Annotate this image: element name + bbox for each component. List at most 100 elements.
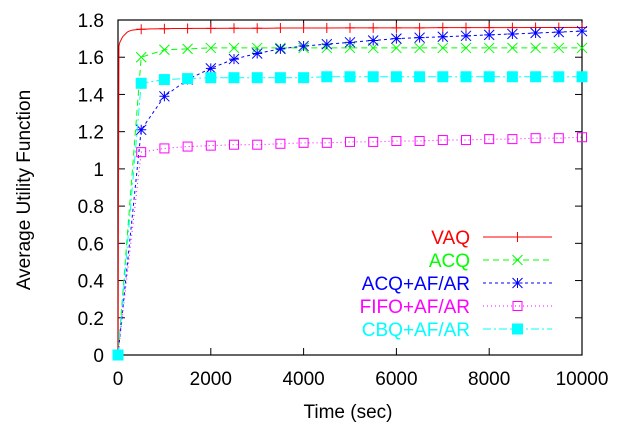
data-point-vaq [252,23,263,34]
data-point-acq-af-ar [507,28,518,40]
legend-marker-acq-af-ar [512,277,523,289]
data-point-vaq [345,22,355,33]
data-point-acq-af-ar [483,29,495,41]
data-point-acq [553,42,565,54]
legend-marker-acq [512,254,523,266]
data-point-cbq-af-ar [274,72,286,84]
data-point-fifo-af-ar [345,136,355,147]
data-point-acq-af-ar [275,43,286,55]
data-point-vaq [298,23,309,34]
data-point-acq-af-ar [321,38,333,50]
legend-label-fifo-af-ar: FIFO+AF/AR [360,297,470,318]
data-point-cbq-af-ar [228,72,240,84]
data-point-acq [159,44,170,56]
legend-marker-fifo-af-ar [512,301,523,311]
data-point-fifo-af-ar [136,147,147,158]
x-tick-label: 10000 [556,369,609,390]
legend-item-fifo-af-ar: FIFO+AF/AR [360,297,552,318]
y-tick-label: 0.6 [78,234,104,255]
plot-border [117,19,583,356]
legend-item-cbq-af-ar: CBQ+AF/AR [362,320,552,341]
data-point-fifo-af-ar [553,133,564,144]
data-point-acq-af-ar [205,63,217,74]
x-tick-label: 2000 [190,369,232,390]
data-point-acq-af-ar [135,124,147,136]
y-axis-ticks: 0 0.2 0.4 0.6 0.8 1 1.2 1.4 1.6 1.8 [78,11,582,367]
y-tick-label: 1.6 [78,48,104,69]
series-line-cbq-af-ar [117,76,582,356]
x-axis-ticks: 0 2000 4000 6000 8000 10000 [113,20,609,390]
data-point-fifo-af-ar [484,134,495,145]
data-point-acq [182,43,193,55]
data-point-acq [460,42,472,54]
data-point-acq-af-ar [159,90,170,102]
data-point-fifo-af-ar [275,138,286,149]
legend-item-acq-af-ar: ACQ+AF/AR [362,274,552,295]
data-point-acq-af-ar [437,31,449,43]
data-point-acq [414,42,425,54]
data-point-fifo-af-ar [159,143,170,154]
data-point-vaq [205,23,216,34]
data-point-cbq-af-ar [182,73,194,85]
data-point-acq-af-ar [553,26,565,38]
data-point-vaq [229,23,239,34]
legend-item-acq: ACQ [429,251,552,272]
data-point-vaq [414,22,425,33]
data-point-acq-af-ar [228,53,240,65]
data-point-cbq-af-ar [483,71,495,83]
data-point-vaq [136,24,147,35]
series-cbq-af-ar [112,71,588,361]
data-point-fifo-af-ar [391,135,402,146]
x-tick-label: 6000 [375,369,417,390]
data-point-cbq-af-ar [321,71,333,83]
series-line-acq [117,47,582,356]
data-point-vaq [321,23,332,34]
data-point-acq-af-ar [530,27,541,39]
y-tick-label: 1 [93,160,104,181]
data-point-cbq-af-ar [251,72,263,84]
data-point-cbq-af-ar [298,72,310,84]
y-tick-label: 1.4 [78,85,105,106]
data-point-fifo-af-ar [437,135,448,146]
legend-item-vaq: VAQ [431,228,552,249]
data-point-fifo-af-ar [368,136,379,147]
data-point-vaq [368,22,379,33]
x-tick-label: 0 [113,369,124,390]
data-point-acq-af-ar [367,35,379,46]
data-point-acq-af-ar [298,40,309,52]
y-tick-label: 1.2 [78,123,104,144]
data-point-fifo-af-ar [182,141,193,152]
data-point-vaq [437,22,448,33]
data-point-acq-af-ar [251,48,263,59]
data-point-fifo-af-ar [205,140,216,151]
data-point-acq-af-ar [414,32,425,44]
data-point-cbq-af-ar [390,71,402,83]
legend-marker-cbq-af-ar [512,323,523,335]
series-layer [112,22,588,361]
data-point-acq [205,42,217,54]
data-point-vaq [391,22,402,33]
data-point-cbq-af-ar [112,349,124,361]
data-point-acq [251,42,263,54]
legend-label-cbq-af-ar: CBQ+AF/AR [362,320,470,341]
data-point-cbq-af-ar [530,71,542,83]
data-point-cbq-af-ar [506,71,518,83]
data-point-cbq-af-ar [414,71,426,83]
data-point-acq [437,42,449,54]
data-point-fifo-af-ar [461,135,471,146]
y-tick-label: 1.8 [78,11,104,32]
data-point-cbq-af-ar [158,74,170,86]
y-axis-label: Average Utility Function [14,90,35,290]
data-point-cbq-af-ar [437,71,449,83]
data-point-fifo-af-ar [414,135,425,146]
legend-label-vaq: VAQ [431,228,470,249]
plot-frame [117,19,583,356]
data-point-acq [344,42,356,54]
series-acq [112,42,588,361]
data-point-cbq-af-ar [344,71,356,83]
data-point-fifo-af-ar [252,139,263,150]
y-tick-label: 0.4 [78,272,105,293]
data-point-fifo-af-ar [298,137,309,148]
data-point-vaq [182,23,193,34]
